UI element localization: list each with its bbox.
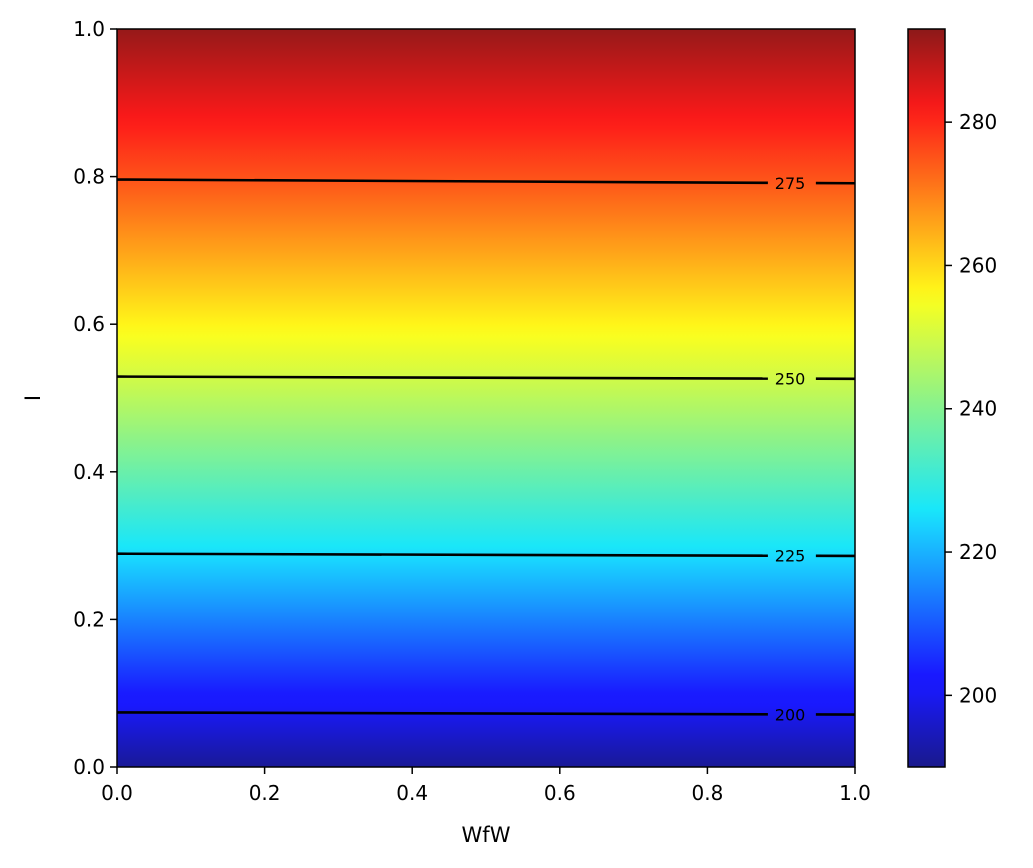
- plot-frame: [116, 28, 856, 768]
- contour-label-275: 275: [775, 174, 806, 193]
- contour-line-275: [116, 178, 768, 185]
- y-tick-label: 0.6: [73, 312, 105, 336]
- x-tick-label: 0.2: [249, 781, 281, 805]
- colorbar-tick-label: 260: [959, 253, 997, 277]
- colorbar-tick-label: 240: [959, 397, 997, 421]
- y-tick-label: 0.2: [73, 607, 105, 631]
- colorbar-frame: [907, 28, 946, 768]
- y-tick-label: 0.4: [73, 460, 105, 484]
- y-axis-ticks: 0.0 0.2 0.4 0.6 0.8 1.0: [73, 17, 117, 779]
- x-axis-label: WfW: [462, 823, 511, 847]
- colorbar-ticks: 200 220 240 260 280: [945, 110, 997, 707]
- plot-area-fill: [117, 29, 855, 767]
- y-tick-label: 0.0: [73, 755, 105, 779]
- x-tick-label: 0.6: [544, 781, 576, 805]
- x-tick-label: 0.4: [396, 781, 428, 805]
- contour-line-200: [116, 711, 768, 716]
- x-axis-ticks: 0.0 0.2 0.4 0.6 0.8 1.0: [101, 767, 871, 805]
- colorbar-tick-label: 280: [959, 110, 997, 134]
- x-tick-label: 0.8: [691, 781, 723, 805]
- x-tick-label: 1.0: [839, 781, 871, 805]
- y-tick-label: 1.0: [73, 17, 105, 41]
- contour-label-225: 225: [775, 547, 806, 566]
- contour-label-200: 200: [775, 705, 806, 724]
- contour-lines: 200 225 250 275: [116, 174, 856, 724]
- contour-line-250: [116, 375, 768, 380]
- x-tick-label: 0.0: [101, 781, 133, 805]
- colorbar-tick-label: 200: [959, 683, 997, 707]
- contour-label-250: 250: [775, 370, 806, 389]
- contour-line-225: [116, 552, 768, 557]
- colorbar-tick-label: 220: [959, 540, 997, 564]
- y-tick-label: 0.8: [73, 165, 105, 189]
- y-axis-label: I: [21, 395, 45, 401]
- colorbar-fill: [908, 29, 945, 767]
